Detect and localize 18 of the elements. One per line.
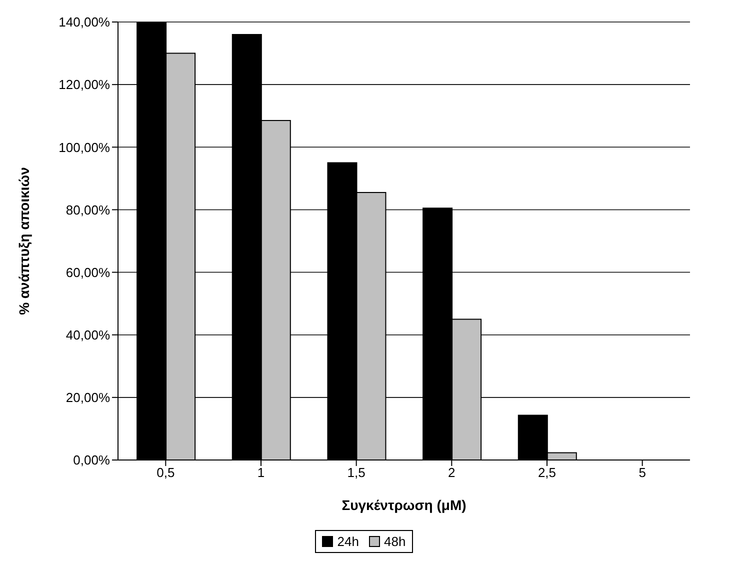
y-tick-label: 100,00%	[58, 140, 110, 155]
x-axis-title: Συγκέντρωση (μM)	[342, 497, 466, 513]
x-tick-label: 1	[257, 465, 265, 480]
y-tick-label: 120,00%	[58, 77, 110, 92]
y-tick-label: 60,00%	[66, 264, 110, 280]
y-tick-label: 40,00%	[66, 327, 110, 342]
legend-label: 24h	[336, 534, 359, 549]
y-tick-label: 80,00%	[66, 202, 110, 218]
y-tick-label: 20,00%	[66, 390, 110, 406]
y-tick-label: 140,00%	[58, 14, 110, 30]
y-tick-label: 0,00%	[73, 452, 110, 468]
x-tick-label: 5	[638, 465, 646, 480]
x-tick-label: 0,5	[156, 465, 175, 480]
x-tick-label: 2,5	[538, 465, 556, 480]
legend-label: 48h	[383, 534, 406, 549]
x-tick-label: 1,5	[347, 465, 366, 480]
y-axis-title: % ανάπτυξη αποικιών	[16, 166, 32, 315]
x-tick-label: 2	[448, 465, 456, 480]
